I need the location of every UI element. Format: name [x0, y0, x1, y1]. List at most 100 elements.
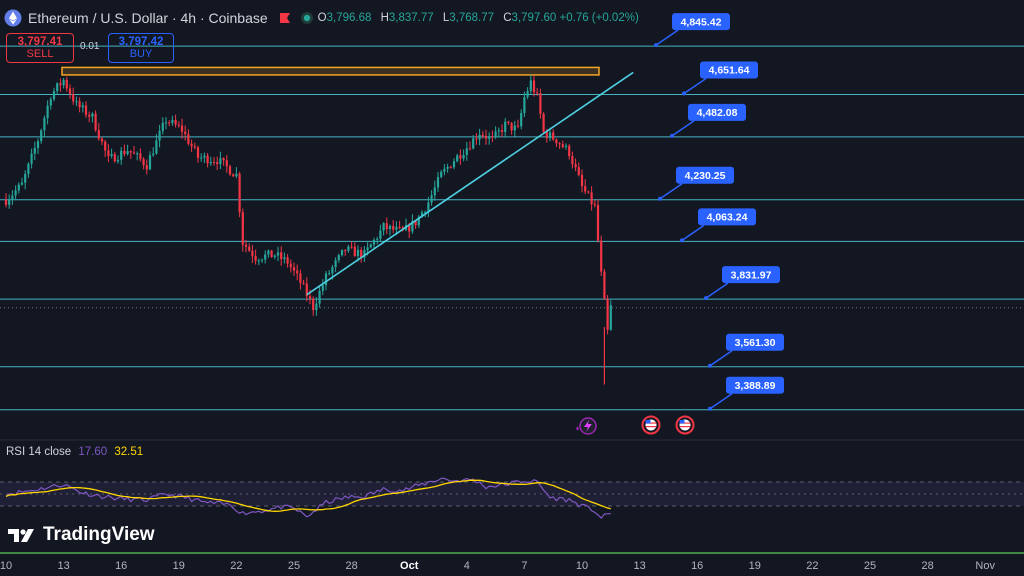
candle [113, 151, 116, 163]
candle-body [120, 150, 123, 160]
candle-body [587, 191, 590, 193]
candle [84, 101, 88, 118]
candle-body [225, 160, 228, 167]
callout-label: 3,561.30 [735, 337, 776, 349]
time-tick-label: 16 [115, 560, 128, 572]
candle [248, 243, 251, 252]
candle [299, 269, 302, 290]
candle [100, 136, 104, 146]
candle-body [68, 88, 72, 95]
candle-body [24, 173, 27, 183]
candle [88, 111, 91, 123]
candle-body [360, 249, 363, 258]
candle [148, 151, 152, 171]
candle-body [456, 155, 459, 162]
candle [360, 247, 363, 263]
candle [78, 97, 81, 113]
candle-body [420, 212, 424, 217]
candle-body [241, 212, 244, 245]
flag-canton [645, 420, 651, 424]
candle [68, 84, 72, 99]
time-tick-label: 25 [863, 560, 877, 572]
rsi-legend[interactable]: RSI 14 close 17.60 32.51 [6, 446, 143, 458]
candle [273, 254, 276, 260]
candle [219, 151, 222, 170]
candle-body [296, 270, 299, 274]
candle [27, 162, 30, 178]
candle-body [334, 260, 337, 268]
candle-body [436, 177, 440, 188]
candle [510, 121, 513, 135]
resistance-zone [61, 66, 600, 76]
candle [481, 131, 484, 139]
candle-body [180, 125, 184, 132]
candle-body [206, 155, 209, 164]
candle [321, 279, 324, 296]
candle-body [110, 154, 113, 156]
buy-button[interactable]: 3,797.42 BUY [108, 33, 174, 63]
candle-body [548, 132, 552, 139]
candle [372, 237, 376, 249]
tradingview-logo[interactable]: TradingView [8, 524, 155, 546]
candle-body [366, 247, 369, 251]
candle-body [62, 79, 65, 86]
candle-body [196, 147, 200, 158]
candle [62, 77, 65, 89]
candle-body [452, 161, 456, 168]
candle [520, 109, 523, 130]
candle [529, 74, 532, 94]
callout-anchor [708, 363, 712, 368]
candle-body [222, 158, 225, 161]
candle [472, 135, 475, 150]
candle-body [254, 256, 257, 261]
sell-button[interactable]: 3,797.41 SELL [6, 33, 74, 63]
candle [104, 139, 107, 157]
time-tick-label: 19 [172, 560, 185, 572]
candle-body [232, 174, 235, 177]
flag-icon[interactable] [278, 11, 292, 25]
candle-body [484, 136, 488, 139]
candle [344, 249, 347, 256]
candle-body [433, 187, 436, 196]
candle-body [97, 130, 100, 139]
candle [356, 245, 360, 262]
candle [193, 142, 196, 150]
candle [91, 112, 94, 123]
candle-body [280, 252, 283, 260]
candle [43, 115, 46, 137]
callout-pointer [709, 350, 733, 367]
candle-body [308, 296, 312, 299]
candle [571, 151, 574, 169]
time-axis[interactable]: 10 13 16 19 22 25 28 Oct 4 7 10 13 16 19 22 25 28 Nov [0, 560, 1024, 576]
callout-box [672, 13, 730, 31]
symbol-title[interactable]: Ethereum / U.S. Dollar · 4h · Coinbase [28, 10, 268, 26]
candle-body [564, 145, 568, 148]
candle-body [299, 273, 302, 283]
candle-body [468, 148, 472, 150]
level-callout: 4,063.24 [680, 208, 756, 243]
candle [334, 257, 337, 273]
candle [225, 154, 228, 173]
candle-body [184, 131, 187, 135]
flag-stripe [679, 422, 691, 424]
candle-body [516, 125, 520, 127]
candle-body [568, 145, 571, 157]
candle [126, 144, 129, 156]
candle-body [478, 134, 481, 140]
candle-body [257, 260, 260, 262]
candle-body [411, 221, 414, 232]
candle-body [20, 182, 24, 185]
buy-price: 3,797.42 [118, 36, 164, 48]
market-status-icon [300, 12, 313, 24]
callout-label: 4,482.08 [697, 107, 738, 119]
candle-body [584, 186, 587, 192]
candle-body [388, 225, 392, 230]
candle [513, 120, 516, 137]
candle [168, 120, 171, 127]
candle-body [200, 157, 203, 159]
candle [190, 139, 193, 152]
candle [184, 125, 187, 141]
candle-body [459, 155, 462, 159]
candle-body [270, 250, 273, 257]
